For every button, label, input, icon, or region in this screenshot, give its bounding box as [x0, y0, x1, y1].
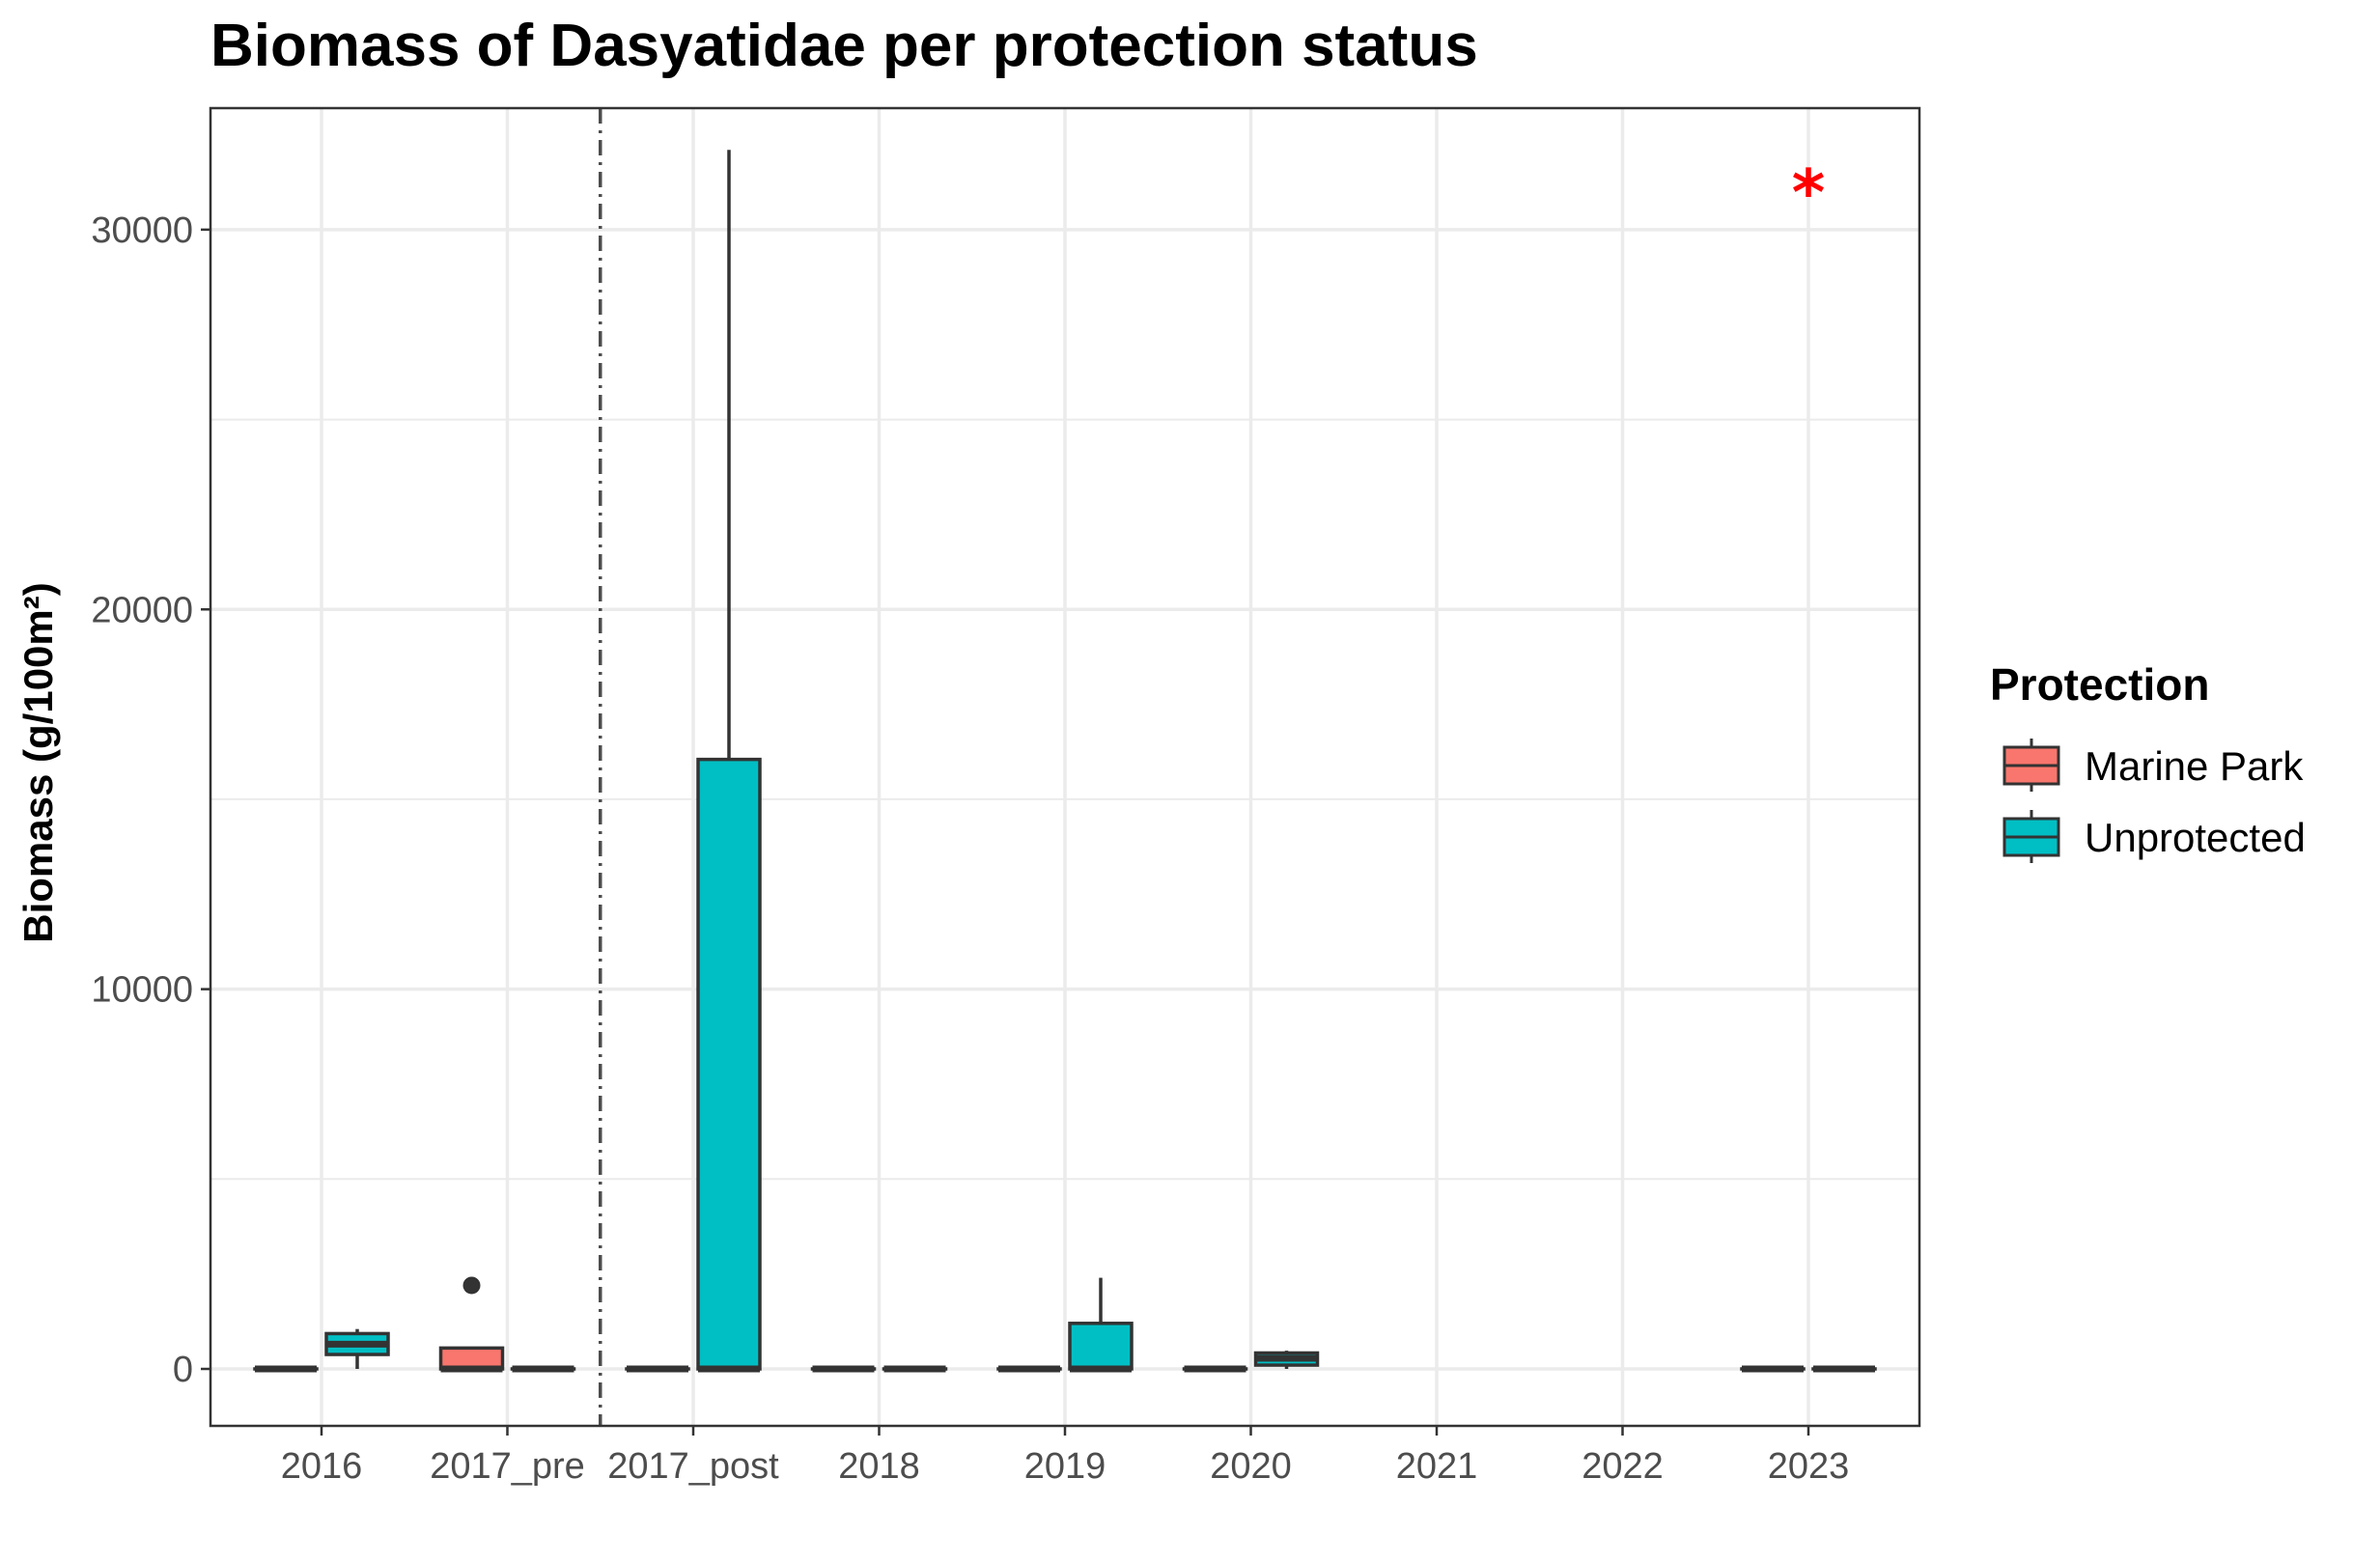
box-plot [1068, 1277, 1134, 1373]
annotation-marker: * [1792, 156, 1826, 231]
y-tick-label: 0 [173, 1350, 193, 1390]
x-tick-label: 2017_pre [430, 1446, 585, 1487]
chart-title: Biomass of Dasyatidae per protection sta… [210, 13, 1478, 79]
legend-label: Unprotected [2085, 815, 2306, 860]
box-body [1068, 1322, 1134, 1371]
y-tick-label: 30000 [91, 210, 193, 251]
x-tick-label: 2018 [838, 1446, 920, 1487]
legend-title: Protection [1990, 659, 2209, 710]
legend-key [2002, 810, 2060, 863]
box-plot [696, 150, 762, 1373]
x-tick-label: 2021 [1396, 1446, 1478, 1487]
x-tick-label: 2020 [1210, 1446, 1292, 1487]
box-plot [324, 1328, 390, 1369]
legend: Protection Marine Park Unprotected [1990, 659, 2306, 863]
legend-label: Marine Park [2085, 743, 2304, 789]
y-tick-label: 20000 [91, 590, 193, 630]
x-tick-label: 2022 [1582, 1446, 1664, 1487]
box-body [696, 757, 762, 1371]
box-plot [438, 1276, 505, 1373]
y-axis-title: Biomass (g/100m²) [15, 582, 61, 942]
box-plot [1253, 1351, 1320, 1369]
grid-lines [210, 108, 1919, 1426]
annotations: * [1792, 156, 1826, 231]
x-tick-label: 2019 [1024, 1446, 1106, 1487]
outlier-point [462, 1276, 481, 1295]
y-tick-label: 10000 [91, 970, 193, 1011]
axes: 0 10000 20000 30000 2016 2017_pre 2017_post 201… [91, 210, 1849, 1487]
box-plots [253, 150, 1877, 1373]
x-tick-label: 2017_post [607, 1446, 779, 1487]
x-tick-label: 2023 [1768, 1446, 1850, 1487]
x-tick-label: 2016 [281, 1446, 363, 1487]
legend-key [2002, 739, 2060, 792]
